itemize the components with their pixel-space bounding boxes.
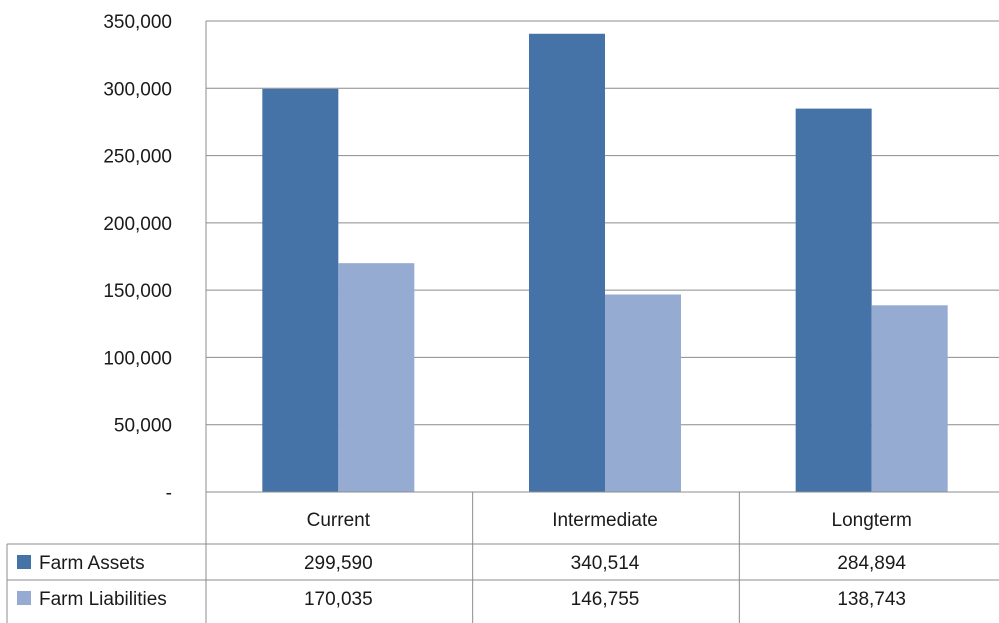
y-tick-label: 50,000 bbox=[114, 416, 172, 437]
category-label: Longterm bbox=[832, 510, 912, 531]
legend-key-farm-liabilities bbox=[17, 591, 31, 605]
y-tick-label: 350,000 bbox=[103, 12, 172, 33]
y-tick-label: - bbox=[166, 483, 172, 504]
y-tick-label: 100,000 bbox=[103, 348, 172, 369]
category-label: Current bbox=[307, 510, 371, 531]
y-tick-label: 250,000 bbox=[103, 147, 172, 168]
legend-key-farm-assets bbox=[17, 555, 31, 569]
data-table-value: 284,894 bbox=[837, 553, 906, 574]
data-table-value: 146,755 bbox=[571, 589, 640, 610]
bar-farm-assets-longterm bbox=[795, 108, 872, 492]
y-tick-label: 300,000 bbox=[103, 79, 172, 100]
legend-label: Farm Assets bbox=[39, 553, 145, 574]
bar-farm-liabilities-longterm bbox=[871, 305, 948, 492]
category-label: Intermediate bbox=[552, 510, 658, 531]
legend-label: Farm Liabilities bbox=[39, 589, 167, 610]
data-table-value: 138,743 bbox=[837, 589, 906, 610]
bar-farm-assets-current bbox=[262, 88, 339, 492]
bar-farm-assets-intermediate bbox=[529, 33, 605, 493]
bar-farm-liabilities-intermediate bbox=[605, 294, 681, 492]
data-table-value: 299,590 bbox=[304, 553, 373, 574]
y-tick-label: 150,000 bbox=[103, 281, 172, 302]
data-table-value: 340,514 bbox=[571, 553, 640, 574]
data-table: Current Intermediate Longterm Farm Assets 29… bbox=[6, 491, 999, 623]
bars bbox=[262, 33, 948, 493]
bar-farm-liabilities-current bbox=[338, 263, 415, 492]
y-axis: - 50,000 100,000 150,000 200,000 250,000 300,0… bbox=[103, 12, 207, 504]
data-table-value: 170,035 bbox=[304, 589, 373, 610]
y-tick-label: 200,000 bbox=[103, 214, 172, 235]
